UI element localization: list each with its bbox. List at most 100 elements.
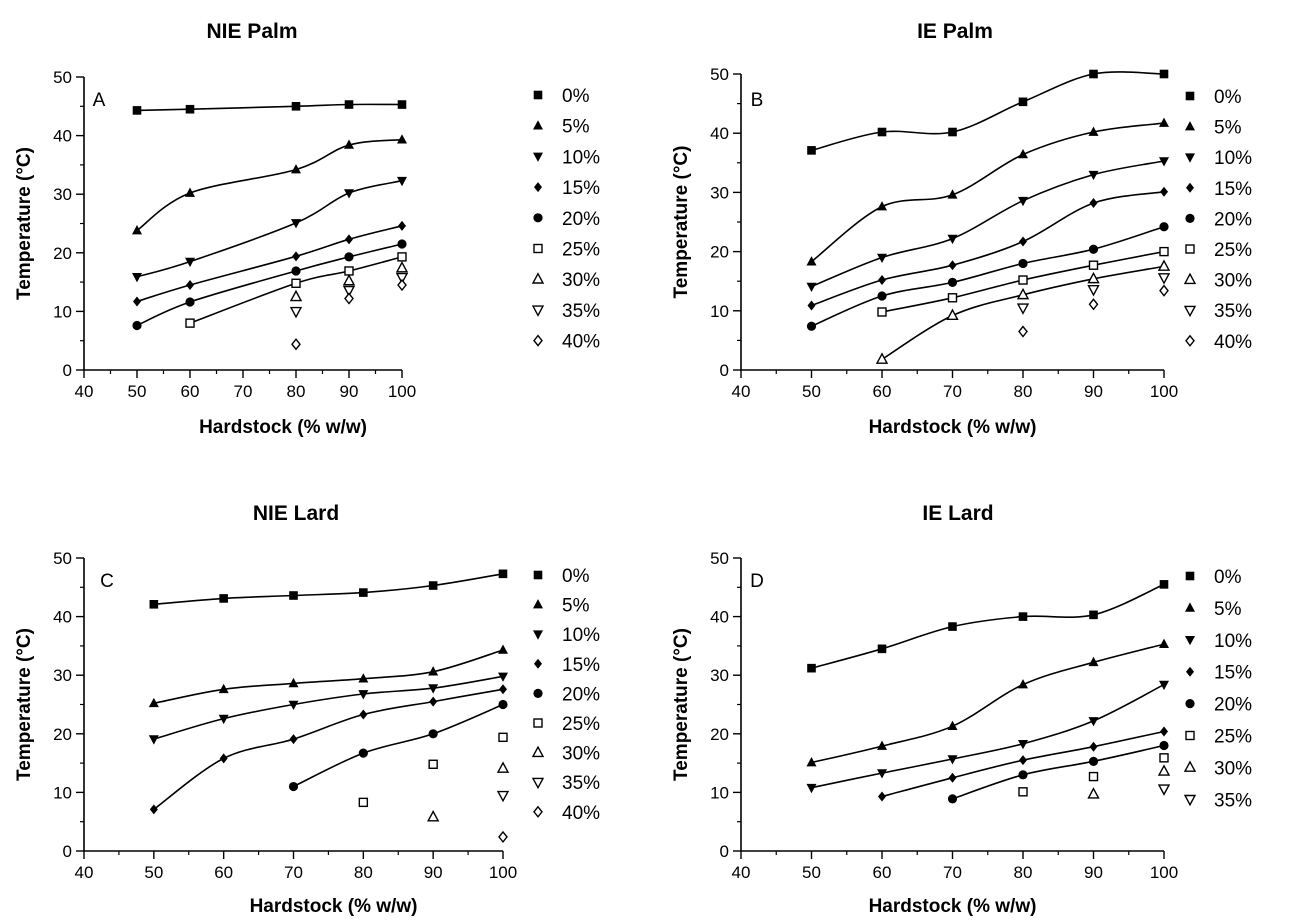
- y-tick-label: 30: [710, 666, 729, 685]
- legend-label: 0%: [1214, 87, 1242, 108]
- chart-panel-nie-lard: NIE LardC0102030405040 50 60 70 80 90 100Hards…: [14, 502, 600, 917]
- data-point: [185, 297, 194, 306]
- series-5pct: [132, 134, 407, 234]
- panel-label: A: [93, 90, 106, 111]
- data-point: [878, 275, 886, 285]
- x-tick-label: 50: [144, 863, 163, 882]
- y-tick-label: 20: [710, 725, 729, 744]
- series-20pct: [289, 700, 508, 791]
- legend-item-10pct: 10%: [1185, 148, 1252, 169]
- data-point: [877, 291, 886, 300]
- legend-marker: [1185, 762, 1195, 771]
- legend-label: 25%: [562, 714, 600, 735]
- data-point: [878, 128, 887, 137]
- legend-label: 15%: [562, 655, 600, 676]
- legend-item-5pct: 5%: [1185, 118, 1242, 139]
- y-tick-label: 10: [710, 783, 729, 802]
- legend-label: 5%: [1214, 118, 1242, 139]
- legend-item-25pct: 25%: [534, 714, 600, 735]
- legend-item-35pct: 35%: [533, 773, 600, 794]
- x-tick-label: 90: [1084, 382, 1103, 401]
- legend-label: 30%: [562, 744, 600, 765]
- data-point: [291, 308, 301, 317]
- series-20pct: [132, 239, 406, 330]
- chart-panel-nie-palm: NIE PalmA0102030405040 50 60 70 80 90 100Hards…: [14, 20, 600, 438]
- legend-label: 40%: [562, 332, 600, 353]
- legend-marker: [534, 719, 542, 727]
- data-point: [949, 260, 957, 270]
- data-point: [1019, 755, 1027, 765]
- series-line: [137, 226, 402, 302]
- y-axis-label: Temperature (°C): [671, 146, 692, 299]
- series-30pct: [1089, 766, 1170, 798]
- chart-panel-ie-lard: IE LardD0102030405040 50 60 70 80 90 100Hardst…: [671, 502, 1252, 917]
- y-tick-label: 10: [53, 783, 72, 802]
- legend-marker: [1186, 245, 1194, 253]
- legend-marker: [534, 807, 542, 817]
- y-tick-label: 30: [53, 185, 72, 204]
- data-point: [344, 252, 353, 261]
- panel-label: D: [750, 571, 764, 592]
- legend-label: 5%: [562, 117, 590, 138]
- data-point: [1019, 788, 1027, 796]
- legend-marker: [533, 778, 543, 787]
- legend-marker: [1185, 699, 1194, 708]
- data-point: [292, 339, 300, 349]
- x-axis-label: Hardstock (% w/w): [869, 896, 1037, 917]
- data-point: [1159, 639, 1169, 648]
- series-15pct: [150, 684, 507, 814]
- series-25pct: [359, 733, 507, 806]
- x-tick-label: 50: [128, 382, 147, 401]
- series-line: [154, 574, 503, 604]
- legend-item-30pct: 30%: [533, 270, 600, 291]
- legend-marker: [533, 274, 543, 283]
- data-point: [292, 102, 301, 111]
- x-tick-label: 100: [1150, 382, 1178, 401]
- series-0pct: [150, 570, 508, 609]
- series-10pct: [807, 157, 1170, 292]
- data-point: [948, 622, 957, 631]
- y-tick-label: 50: [53, 68, 72, 87]
- data-point: [133, 106, 142, 115]
- x-tick-label: 80: [1014, 863, 1033, 882]
- legend-marker: [534, 245, 542, 253]
- data-point: [1019, 237, 1027, 247]
- data-point: [1159, 261, 1169, 270]
- legend-item-0pct: 0%: [534, 566, 590, 587]
- x-tick-label: 60: [214, 863, 233, 882]
- legend-label: 35%: [1214, 301, 1252, 322]
- legend-label: 30%: [1214, 758, 1252, 779]
- legend-marker: [1186, 336, 1194, 346]
- data-point: [949, 773, 957, 783]
- legend-marker: [1186, 667, 1194, 677]
- data-point: [1160, 754, 1168, 762]
- y-tick-label: 20: [53, 725, 72, 744]
- series-line: [137, 104, 402, 110]
- series-line: [137, 140, 402, 231]
- legend-marker: [534, 91, 543, 100]
- data-point: [290, 734, 298, 744]
- legend-item-20pct: 20%: [533, 684, 600, 705]
- legend-marker: [534, 182, 542, 192]
- x-tick-label: 50: [802, 382, 821, 401]
- data-point: [1159, 274, 1169, 283]
- y-tick-label: 50: [53, 549, 72, 568]
- data-point: [948, 794, 957, 803]
- legend-item-10pct: 10%: [533, 147, 600, 168]
- x-axis-label: Hardstock (% w/w): [250, 896, 418, 917]
- data-point: [1089, 245, 1098, 254]
- legend-item-40pct: 40%: [534, 803, 600, 824]
- x-tick-label: 70: [284, 863, 303, 882]
- legend-item-15pct: 15%: [534, 655, 600, 676]
- data-point: [291, 291, 301, 300]
- data-point: [1160, 248, 1168, 256]
- legend-label: 20%: [562, 209, 600, 230]
- x-tick-label: 60: [873, 382, 892, 401]
- data-point: [807, 256, 817, 265]
- legend-item-25pct: 25%: [1186, 727, 1252, 748]
- data-point: [498, 700, 507, 709]
- legend-item-15pct: 15%: [1186, 663, 1252, 684]
- data-point: [1160, 187, 1168, 197]
- data-point: [289, 591, 298, 600]
